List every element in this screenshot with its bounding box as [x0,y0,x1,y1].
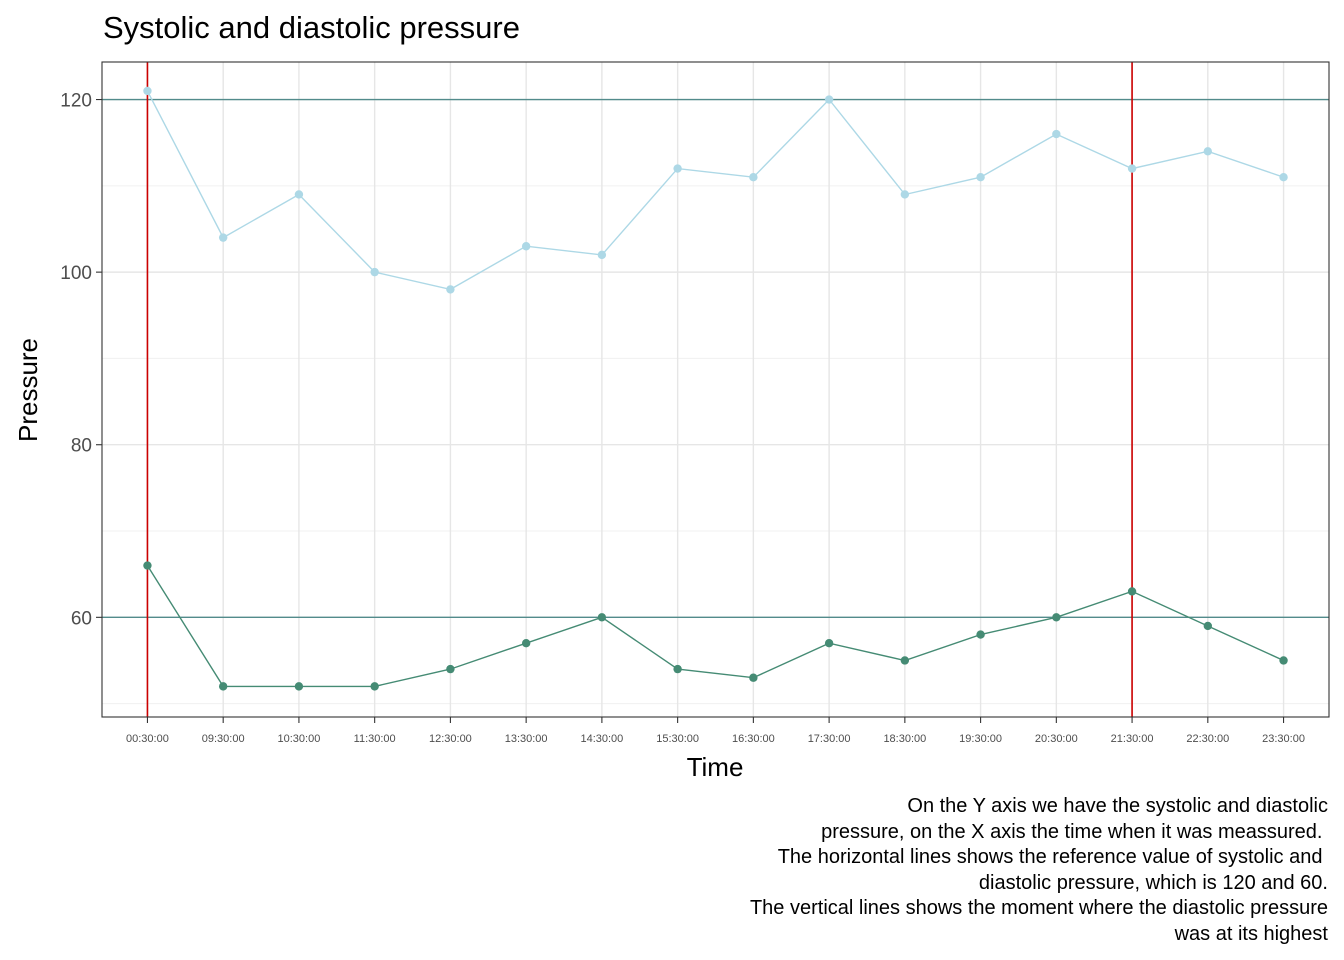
diastolic-point [521,639,531,648]
reference-lines [102,62,1329,717]
line-chart: 60 80 100 120 00:30:00 09:30:00 10:30:00 11:30… [13,61,1330,782]
x-tick-label: 10:30:00 [278,733,321,745]
diastolic-point [143,561,152,570]
systolic-point [218,233,228,242]
x-tick-label: 23:30:00 [1262,733,1305,745]
systolic-point [976,173,985,182]
x-tick-label: 17:30:00 [808,733,851,745]
systolic-point [1127,164,1137,173]
plot-panel-border [101,61,1330,718]
diastolic-point [1127,587,1137,596]
major-gridlines [102,62,1329,717]
minor-gridlines [102,185,1329,705]
systolic-line [146,90,1284,291]
diastolic-point [900,656,910,665]
diastolic-point [218,682,228,691]
systolic-point [294,190,304,199]
systolic-point [370,267,379,277]
x-tick-label: 20:30:00 [1035,733,1078,745]
x-tick-label: 22:30:00 [1186,733,1229,745]
chart-title: Systolic and diastolic pressure [103,10,520,45]
diastolic-point [446,664,455,674]
y-axis-label: Pressure [13,338,43,442]
systolic-point [673,164,682,173]
series-layer [143,86,1288,691]
systolic-point [1052,129,1061,139]
y-tick-label: 120 [60,91,92,112]
systolic-point [1203,147,1213,156]
diastolic-point [673,664,682,674]
caption-line: The vertical lines shows the moment wher… [749,897,1328,920]
x-tick-label: 18:30:00 [883,733,926,745]
x-tick-label: 19:30:00 [959,733,1002,745]
caption-line: was at its highest [1174,922,1328,945]
systolic-point [597,250,607,260]
systolic-point [1279,173,1288,182]
caption-line: The horizontal lines shows the reference… [777,846,1328,869]
diastolic-point [370,682,379,691]
systolic-point [824,95,834,104]
x-tick-label: 21:30:00 [1111,733,1154,745]
systolic-point [143,86,152,96]
diastolic-point [976,630,985,639]
x-tick-label: 12:30:00 [429,733,472,745]
systolic-point [900,190,910,199]
x-axis-label: Time [687,752,744,782]
caption-line: On the Y axis we have the systolic and d… [907,795,1328,817]
diastolic-point [294,682,304,691]
x-axis: 00:30:00 09:30:00 10:30:00 11:30:00 12:30:00… [126,717,1305,745]
y-axis: 60 80 100 120 [60,91,102,629]
diastolic-point [749,673,758,682]
y-tick-label: 100 [60,263,92,284]
x-tick-label: 14:30:00 [580,733,623,745]
x-tick-label: 11:30:00 [354,733,396,745]
chart-caption: On the Y axis we have the systolic and d… [608,794,1328,948]
caption-line: diastolic pressure, which is 120 and 60. [978,871,1328,894]
diastolic-point [1279,656,1288,665]
systolic-point [521,242,531,251]
diastolic-line [146,565,1284,688]
x-tick-label: 15:30:00 [656,733,699,745]
y-tick-label: 60 [71,608,92,629]
diastolic-series [143,561,1288,691]
diastolic-point [1203,621,1213,631]
x-tick-label: 16:30:00 [732,733,775,745]
x-tick-label: 09:30:00 [202,733,245,745]
systolic-series [143,86,1288,294]
caption-line: pressure, on the X axis the time when it… [821,820,1328,843]
diastolic-point [1052,613,1061,622]
diastolic-point [824,639,834,648]
diastolic-point [597,613,607,622]
systolic-point [446,285,455,294]
y-tick-label: 80 [71,436,92,457]
systolic-point [749,173,758,182]
x-tick-label: 00:30:00 [126,733,169,745]
x-tick-label: 13:30:00 [505,733,548,745]
